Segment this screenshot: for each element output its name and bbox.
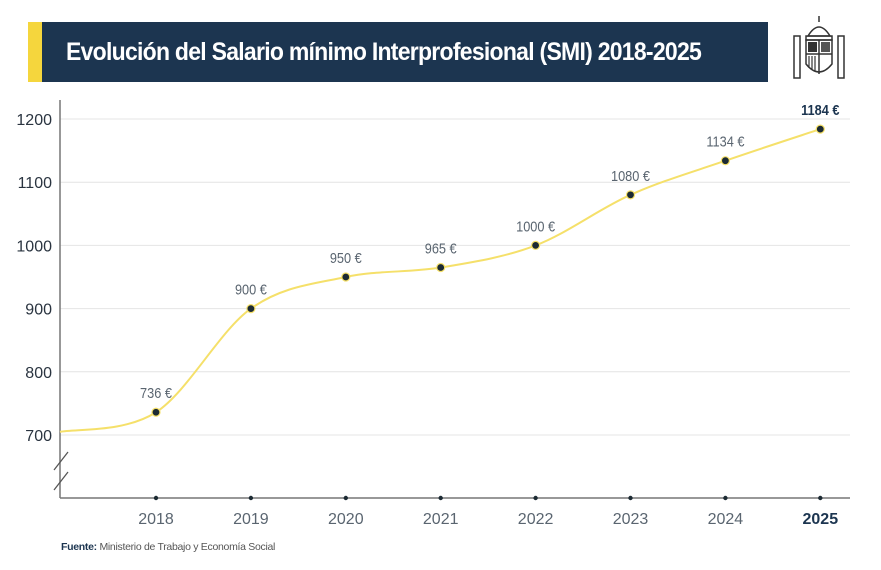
x-tick-label: 2025 [803,511,839,528]
coat-of-arms-icon [793,16,845,79]
x-tick-label: 2020 [328,511,364,528]
x-tick-mark [153,495,159,501]
data-label: 1080 € [611,167,650,184]
x-tick-label: 2018 [138,511,174,528]
y-tick-label: 800 [25,365,52,382]
data-label: 1184 € [801,101,839,118]
y-tick-label: 700 [25,428,52,445]
data-point [815,124,825,134]
x-tick-mark [438,495,443,501]
data-point [625,190,636,200]
source-note: Fuente: Ministerio de Trabajo y Economía… [61,541,275,553]
x-tick-mark [343,495,348,501]
y-tick-label: 900 [25,302,52,319]
x-tick-mark [723,495,728,501]
axis-break-mark [53,451,69,471]
x-tick-label: 2021 [423,511,459,528]
source-text: Ministerio de Trabajo y Economía Social [99,541,276,553]
data-point [436,262,446,273]
chart-title: Evolución del Salario mínimo Interprofes… [66,38,702,66]
data-label: 965 € [425,240,457,257]
data-label: 1134 € [706,133,744,150]
x-tick-mark [533,495,538,501]
data-point [151,407,161,417]
data-point [246,304,256,314]
data-label: 1000 € [516,217,555,234]
x-tick-label: 2024 [708,511,744,528]
data-label: 736 € [140,384,172,401]
data-label: 950 € [330,249,362,266]
y-tick-label: 1200 [16,112,52,129]
data-label: 900 € [235,281,267,298]
x-tick-mark [248,495,254,501]
x-tick-label: 2022 [518,511,554,528]
x-tick-mark [628,495,633,501]
series-line [59,128,821,433]
title-bar [28,22,768,82]
axis-break-mark [53,471,69,491]
x-tick-mark [818,495,823,501]
y-tick-label: 1000 [16,238,52,255]
data-point [720,156,731,166]
data-point [530,240,541,250]
x-tick-label: 2019 [233,511,269,528]
y-tick-label: 1100 [18,175,53,192]
data-point [341,272,351,282]
source-label: Fuente: [61,541,97,553]
title-accent [28,22,42,82]
x-tick-label: 2023 [613,511,649,528]
